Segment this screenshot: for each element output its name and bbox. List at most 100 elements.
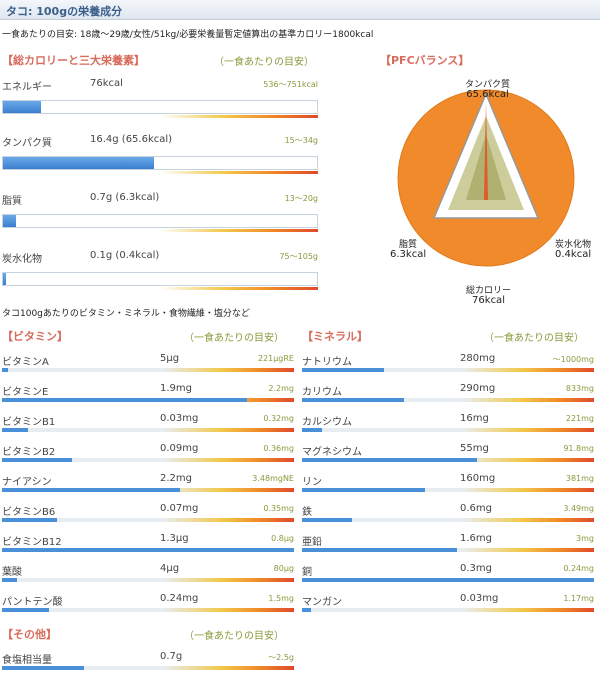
pfc-protein-name: タンパク質: [465, 80, 511, 90]
nutrient-row: カルシウム 16mg 221mg: [302, 413, 594, 443]
nutrient-row: ビタミンB6 0.07mg 0.35mg: [2, 503, 294, 533]
nutrient-range: ～2.5g: [268, 653, 294, 662]
nutrient-row: 葉酸 4μg 80μg: [2, 563, 294, 593]
other-section-heading: 【その他】: [2, 628, 57, 641]
nutrient-name: 食塩相当量: [2, 655, 52, 666]
nutrient-value: 16mg: [460, 413, 489, 424]
nutrient-name: カルシウム: [302, 417, 352, 428]
nutrient-bar-fill: [302, 548, 457, 552]
nutrient-value: 16.4g (65.6kcal): [90, 134, 173, 145]
nutrient-bar-fill: [2, 666, 84, 670]
nutrient-value: 0.24mg: [160, 593, 199, 604]
nutrient-name: 鉄: [302, 507, 312, 518]
nutrient-range: 1.5mg: [268, 594, 294, 603]
nutrient-row: 食塩相当量 0.7g ～2.5g: [2, 651, 294, 681]
nutrient-name: ビタミンB1: [2, 417, 56, 428]
nutrient-bar: [302, 398, 594, 402]
nutrient-bar: [2, 272, 318, 286]
nutrient-value: 4μg: [160, 563, 180, 574]
nutrient-range-band: [2, 171, 318, 174]
nutrient-bar-fill: [2, 428, 29, 432]
nutrient-name: ナトリウム: [302, 357, 352, 368]
nutrient-value: 160mg: [460, 473, 496, 484]
calorie-row: エネルギー 76kcal 536～751kcal: [2, 78, 318, 122]
nutrient-range: 75～105g: [279, 252, 318, 261]
nutrient-bar-fill: [2, 488, 181, 492]
nutrient-bar-fill: [3, 157, 154, 169]
nutrient-range: 833mg: [565, 384, 594, 393]
nutrient-bar: [302, 578, 594, 582]
nutrient-row: ナイアシン 2.2mg 3.48mgNE: [2, 473, 294, 503]
nutrient-range: 0.24mg: [563, 564, 594, 573]
nutrient-bar: [2, 428, 294, 432]
nutrient-range: 80μg: [273, 564, 294, 573]
pfc-carb-label: 炭水化物 0.4kcal: [555, 240, 591, 260]
nutrient-range: 536～751kcal: [263, 80, 318, 89]
nutrient-name: ビタミンA: [2, 357, 49, 368]
nutrient-bar: [2, 398, 294, 402]
nutrient-name: マグネシウム: [302, 447, 362, 458]
nutrient-bar: [2, 548, 294, 552]
nutrient-bar: [2, 156, 318, 170]
pfc-carb-value: 0.4kcal: [555, 249, 592, 260]
nutrient-row: ビタミンB1 0.03mg 0.32mg: [2, 413, 294, 443]
nutrient-name: エネルギー: [2, 82, 52, 93]
mineral-section-sub: （一食あたりの目安）: [484, 333, 584, 344]
pfc-fat-value: 6.3kcal: [390, 249, 427, 260]
nutrient-bar: [2, 368, 294, 372]
pfc-protein-mark: [484, 102, 488, 200]
nutrient-row: ビタミンB2 0.09mg 0.36mg: [2, 443, 294, 473]
nutrient-value: 290mg: [460, 383, 496, 394]
nutrient-value: 280mg: [460, 353, 496, 364]
nutrient-range: 3mg: [576, 534, 594, 543]
nutrient-name: タンパク質: [2, 138, 52, 149]
nutrient-name: パントテン酸: [2, 597, 63, 608]
nutrient-value: 5μg: [160, 353, 180, 364]
vitamin-section-sub: （一食あたりの目安）: [184, 333, 284, 344]
nutrient-value: 1.3μg: [160, 533, 189, 544]
nutrient-value: 2.2mg: [160, 473, 192, 484]
nutrient-bar-fill: [302, 458, 478, 462]
nutrient-bar: [302, 488, 594, 492]
nutrient-row: カリウム 290mg 833mg: [302, 383, 594, 413]
nutrient-bar: [2, 666, 294, 670]
nutrient-value: 0.7g (6.3kcal): [90, 192, 160, 203]
vitamin-section-heading: 【ビタミン】: [2, 330, 68, 343]
nutrient-range: 91.8mg: [563, 444, 594, 453]
nutrient-bar: [2, 488, 294, 492]
nutrient-bar: [302, 548, 594, 552]
nutrient-bar-fill: [2, 368, 8, 372]
nutrient-bar-fill: [3, 215, 16, 227]
nutrient-row: マンガン 0.03mg 1.17mg: [302, 593, 594, 623]
nutrient-range: 3.49mg: [563, 504, 594, 513]
nutrient-row: 銅 0.3mg 0.24mg: [302, 563, 594, 593]
nutrient-value: 0.03mg: [460, 593, 499, 604]
nutrient-name: 銅: [302, 567, 312, 578]
pfc-chart: [397, 89, 575, 267]
nutrient-value: 0.6mg: [460, 503, 492, 514]
nutrient-bar-fill: [302, 578, 594, 582]
nutrient-range: 1.17mg: [563, 594, 594, 603]
nutrient-row: ビタミンE 1.9mg 2.2mg: [2, 383, 294, 413]
nutrient-name: ビタミンE: [2, 387, 49, 398]
nutrient-range: 2.2mg: [268, 384, 294, 393]
nutrient-range: 381mg: [565, 474, 594, 483]
nutrient-bar-fill: [2, 398, 248, 402]
nutrient-bar: [2, 608, 294, 612]
nutrient-bar-fill: [302, 518, 352, 522]
nutrient-bar: [302, 428, 594, 432]
nutrient-bar: [302, 458, 594, 462]
nutrient-name: ビタミンB2: [2, 447, 56, 458]
pfc-total-value: 76kcal: [472, 295, 505, 306]
page-header: タコ: 100gの栄養成分: [0, 0, 600, 20]
nutrient-value: 1.6mg: [460, 533, 492, 544]
calorie-row: 脂質 0.7g (6.3kcal) 13～20g: [2, 192, 318, 236]
nutrient-range-band: [2, 115, 318, 118]
nutrient-value: 1.9mg: [160, 383, 192, 394]
nutrient-value: 0.07mg: [160, 503, 199, 514]
nutrient-value: 55mg: [460, 443, 489, 454]
nutrient-name: ナイアシン: [2, 477, 52, 488]
pfc-fat-label: 脂質 6.3kcal: [390, 240, 426, 260]
nutrient-bar: [2, 578, 294, 582]
pfc-fat-name: 脂質: [399, 240, 418, 250]
